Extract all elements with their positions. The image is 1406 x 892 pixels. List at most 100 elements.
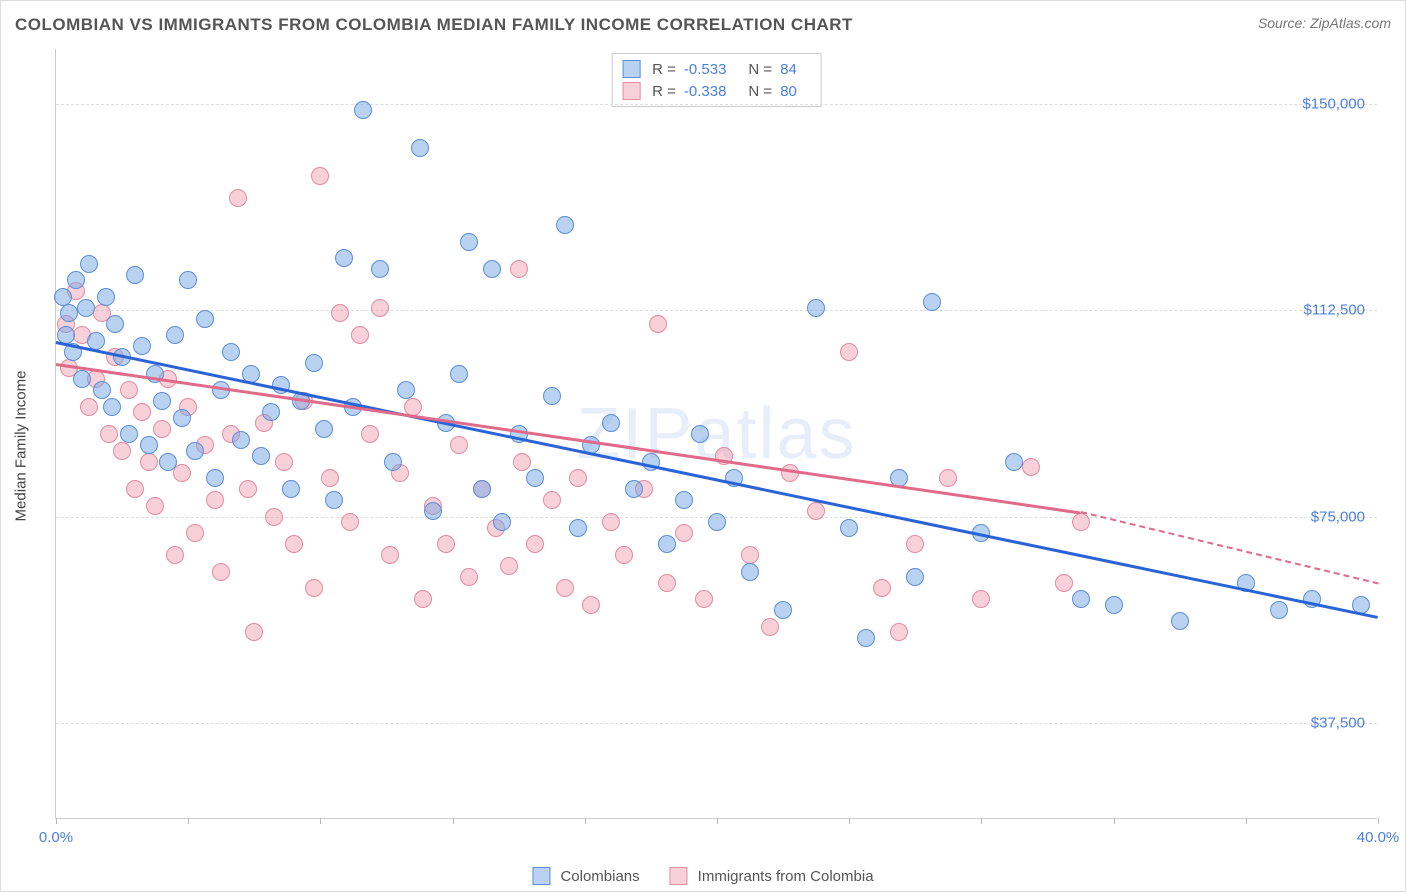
data-point xyxy=(315,420,333,438)
x-tick xyxy=(849,818,850,824)
data-point xyxy=(146,497,164,515)
data-point xyxy=(890,623,908,641)
data-point xyxy=(120,425,138,443)
legend-label: Immigrants from Colombia xyxy=(698,868,874,885)
trend-line xyxy=(56,341,1379,618)
swatch-blue-icon xyxy=(532,867,550,885)
data-point xyxy=(245,623,263,641)
data-point xyxy=(140,436,158,454)
data-point xyxy=(206,469,224,487)
data-point xyxy=(873,579,891,597)
x-tick xyxy=(1378,818,1379,824)
data-point xyxy=(126,266,144,284)
data-point xyxy=(460,233,478,251)
stat-r-label: R = xyxy=(652,61,676,78)
data-point xyxy=(906,535,924,553)
data-point xyxy=(1055,574,1073,592)
data-point xyxy=(741,546,759,564)
data-point xyxy=(222,343,240,361)
data-point xyxy=(526,469,544,487)
data-point xyxy=(113,442,131,460)
data-point xyxy=(526,535,544,553)
x-tick xyxy=(188,818,189,824)
data-point xyxy=(569,469,587,487)
data-point xyxy=(371,299,389,317)
data-point xyxy=(103,398,121,416)
data-point xyxy=(275,453,293,471)
data-point xyxy=(371,260,389,278)
data-point xyxy=(404,398,422,416)
data-point xyxy=(675,491,693,509)
data-point xyxy=(285,535,303,553)
data-point xyxy=(97,288,115,306)
data-point xyxy=(77,299,95,317)
data-point xyxy=(857,629,875,647)
data-point xyxy=(1270,601,1288,619)
data-point xyxy=(354,101,372,119)
stats-row-pink: R = -0.338 N = 80 xyxy=(622,80,811,102)
swatch-blue-icon xyxy=(622,60,640,78)
legend-item-colombians: Colombians xyxy=(532,867,639,885)
data-point xyxy=(483,260,501,278)
data-point xyxy=(87,332,105,350)
data-point xyxy=(229,189,247,207)
data-point xyxy=(133,403,151,421)
data-point xyxy=(556,216,574,234)
data-point xyxy=(361,425,379,443)
data-point xyxy=(840,343,858,361)
data-point xyxy=(186,442,204,460)
data-point xyxy=(658,535,676,553)
data-point xyxy=(582,596,600,614)
data-point xyxy=(602,513,620,531)
data-point xyxy=(120,381,138,399)
data-point xyxy=(500,557,518,575)
stat-r-value: -0.338 xyxy=(684,83,727,100)
data-point xyxy=(166,326,184,344)
data-point xyxy=(100,425,118,443)
data-point xyxy=(450,365,468,383)
data-point xyxy=(807,299,825,317)
stat-n-label: N = xyxy=(748,83,772,100)
data-point xyxy=(691,425,709,443)
chart-container: COLOMBIAN VS IMMIGRANTS FROM COLOMBIA ME… xyxy=(0,0,1406,892)
gridline xyxy=(56,723,1377,724)
data-point xyxy=(153,420,171,438)
data-point xyxy=(262,403,280,421)
legend-label: Colombians xyxy=(560,868,639,885)
data-point xyxy=(106,315,124,333)
data-point xyxy=(335,249,353,267)
x-tick xyxy=(1246,818,1247,824)
data-point xyxy=(1072,590,1090,608)
data-point xyxy=(321,469,339,487)
data-point xyxy=(282,480,300,498)
data-point xyxy=(708,513,726,531)
stat-n-value: 84 xyxy=(780,61,797,78)
data-point xyxy=(80,255,98,273)
data-point xyxy=(658,574,676,592)
y-axis-title: Median Family Income xyxy=(13,371,30,522)
data-point xyxy=(186,524,204,542)
data-point xyxy=(232,431,250,449)
swatch-pink-icon xyxy=(670,867,688,885)
gridline xyxy=(56,104,1377,105)
data-point xyxy=(153,392,171,410)
data-point xyxy=(325,491,343,509)
x-tick xyxy=(717,818,718,824)
x-tick xyxy=(320,818,321,824)
x-tick xyxy=(56,818,57,824)
y-tick-label: $37,500 xyxy=(1311,714,1365,731)
data-point xyxy=(159,453,177,471)
data-point xyxy=(675,524,693,542)
data-point xyxy=(196,310,214,328)
data-point xyxy=(774,601,792,619)
x-tick xyxy=(453,818,454,824)
data-point xyxy=(625,480,643,498)
plot-area: ZIPatlas R = -0.533 N = 84 R = -0.338 N … xyxy=(55,49,1377,819)
data-point xyxy=(649,315,667,333)
data-point xyxy=(1005,453,1023,471)
y-tick-label: $150,000 xyxy=(1302,96,1365,113)
data-point xyxy=(1022,458,1040,476)
y-tick-label: $75,000 xyxy=(1311,508,1365,525)
data-point xyxy=(513,453,531,471)
data-point xyxy=(840,519,858,537)
